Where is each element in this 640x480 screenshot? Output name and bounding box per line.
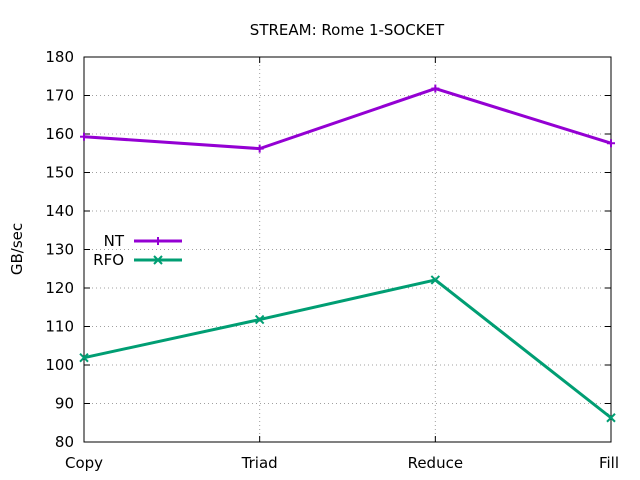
series-layer <box>79 84 616 423</box>
data-point-rfo <box>430 275 441 285</box>
data-point-nt <box>431 84 440 93</box>
y-axis-label: GB/sec <box>8 223 26 275</box>
y-tick-label: 130 <box>45 241 74 259</box>
data-point-rfo <box>254 314 265 325</box>
data-point-nt <box>607 139 615 148</box>
y-tick-label: 140 <box>45 202 74 220</box>
legend-label: RFO <box>93 251 124 269</box>
y-tick-label: 100 <box>45 356 74 374</box>
y-tick-label: 180 <box>45 48 74 66</box>
x-tick-label: Fill <box>599 454 619 472</box>
y-tick-label: 120 <box>45 279 74 297</box>
axes: 80 90 100 110 120 130 140 150 160 170 180 Copy Triad… <box>45 48 619 472</box>
y-tick-label: 80 <box>55 433 74 451</box>
plot-frame <box>83 56 612 443</box>
y-tick-label: 160 <box>45 125 74 143</box>
legend-marker <box>154 237 162 245</box>
legend-marker <box>153 255 163 265</box>
y-tick-label: 170 <box>45 87 74 105</box>
data-point-rfo <box>606 413 616 423</box>
grid <box>84 57 611 442</box>
y-tick-label: 150 <box>45 164 74 182</box>
series-line-nt <box>83 87 612 151</box>
x-tick-label: Copy <box>65 454 103 472</box>
data-point-nt <box>80 132 88 141</box>
data-point-rfo <box>79 352 89 363</box>
chart-title: STREAM: Rome 1-SOCKET <box>250 21 445 39</box>
y-tick-label: 110 <box>45 318 74 336</box>
y-tick-label: 90 <box>55 395 74 413</box>
data-point-nt <box>255 144 264 153</box>
series-line-rfo <box>83 278 612 419</box>
x-tick-label: Triad <box>241 454 278 472</box>
legend-label: NT <box>104 232 125 250</box>
x-tick-label: Reduce <box>408 454 463 472</box>
